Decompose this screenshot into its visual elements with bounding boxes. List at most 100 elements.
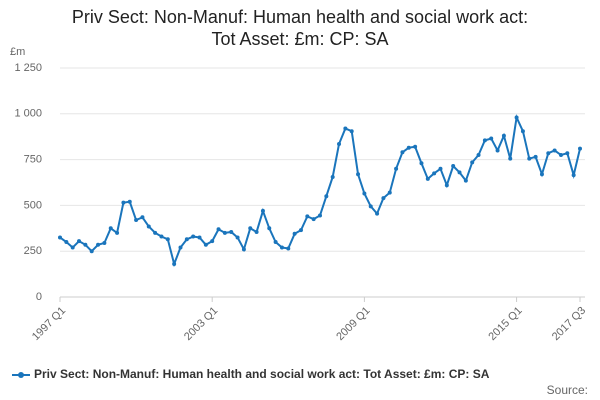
data-point xyxy=(178,245,183,250)
data-point xyxy=(70,245,75,250)
data-point xyxy=(229,229,234,234)
data-point xyxy=(330,175,335,180)
data-point xyxy=(337,142,342,147)
y-tick-label: 1 000 xyxy=(14,108,42,120)
data-point xyxy=(121,200,126,205)
data-point xyxy=(184,237,189,242)
data-point xyxy=(254,229,259,234)
data-point xyxy=(64,240,69,245)
data-point xyxy=(305,214,310,219)
data-point xyxy=(292,231,297,236)
data-point xyxy=(140,215,145,220)
data-point xyxy=(216,227,221,232)
data-point xyxy=(83,242,88,247)
y-tick-label: 250 xyxy=(24,245,42,257)
data-point xyxy=(222,230,227,235)
legend-label: Priv Sect: Non-Manuf: Human health and s… xyxy=(34,367,490,381)
data-point xyxy=(387,190,392,195)
data-point xyxy=(134,218,139,223)
y-tick-label: 750 xyxy=(24,154,42,166)
data-point xyxy=(463,178,468,183)
data-point xyxy=(324,194,329,199)
data-point xyxy=(273,240,278,245)
data-point xyxy=(77,239,82,244)
data-point xyxy=(356,172,361,177)
data-point xyxy=(514,115,519,120)
x-tick-label: 2003 Q1 xyxy=(182,305,220,343)
data-point xyxy=(470,160,475,165)
data-point xyxy=(571,173,576,178)
data-point xyxy=(400,150,405,155)
data-point xyxy=(298,228,303,233)
data-point xyxy=(286,246,291,251)
data-point xyxy=(520,129,525,134)
data-point xyxy=(451,164,456,169)
data-point xyxy=(381,196,386,201)
data-point xyxy=(578,146,582,151)
data-point xyxy=(425,176,430,181)
y-tick-label: 0 xyxy=(36,291,42,303)
data-point xyxy=(482,138,487,143)
data-point xyxy=(394,166,399,171)
x-tick-label: 2009 Q1 xyxy=(334,305,372,343)
data-point xyxy=(457,170,462,175)
y-axis-label: £m xyxy=(10,46,25,58)
data-point xyxy=(508,156,513,161)
data-point xyxy=(115,230,120,235)
x-tick-label: 1997 Q1 xyxy=(30,305,68,343)
data-point xyxy=(546,151,551,156)
data-point xyxy=(89,249,94,254)
data-point xyxy=(444,183,449,188)
source-label: Source: xyxy=(547,383,588,397)
legend-marker xyxy=(18,372,24,378)
data-point xyxy=(203,242,208,247)
data-point xyxy=(362,191,367,196)
data-point xyxy=(172,262,177,267)
y-tick-label: 1 250 xyxy=(14,62,42,74)
x-tick-label: 2017 Q3 xyxy=(550,305,588,343)
data-point xyxy=(406,145,411,150)
data-point xyxy=(489,136,494,141)
chart-title: Tot Asset: £m: CP: SA xyxy=(211,29,388,49)
data-point xyxy=(375,211,380,216)
x-tick-label: 2015 Q1 xyxy=(486,305,524,343)
data-point xyxy=(565,151,570,156)
data-point xyxy=(438,166,443,171)
data-point xyxy=(527,156,532,161)
data-point xyxy=(235,235,240,240)
data-point xyxy=(153,230,158,235)
data-point xyxy=(539,172,544,177)
series-line xyxy=(59,114,581,268)
data-point xyxy=(495,148,500,153)
data-point xyxy=(552,148,557,153)
data-point xyxy=(476,153,481,158)
data-point xyxy=(558,153,563,158)
data-point xyxy=(343,126,348,131)
data-point xyxy=(311,217,316,222)
data-point xyxy=(432,171,437,176)
data-point xyxy=(96,242,101,247)
data-point xyxy=(368,204,373,209)
data-point xyxy=(318,213,322,218)
data-point xyxy=(260,208,265,213)
data-point xyxy=(267,226,272,231)
chart-title: Priv Sect: Non-Manuf: Human health and s… xyxy=(72,7,528,27)
data-point xyxy=(159,234,164,239)
data-point xyxy=(501,133,506,138)
data-point xyxy=(146,224,151,229)
data-point xyxy=(419,161,424,166)
data-point xyxy=(349,129,354,134)
data-point xyxy=(279,245,284,250)
data-point xyxy=(197,235,202,240)
data-point xyxy=(127,199,132,204)
data-point xyxy=(210,239,215,244)
data-point xyxy=(533,154,538,159)
data-point xyxy=(248,226,253,231)
data-point xyxy=(58,235,62,240)
data-point xyxy=(241,247,246,252)
y-tick-label: 500 xyxy=(24,199,42,211)
data-point xyxy=(102,240,107,245)
data-point xyxy=(108,226,113,231)
data-point xyxy=(165,237,170,242)
